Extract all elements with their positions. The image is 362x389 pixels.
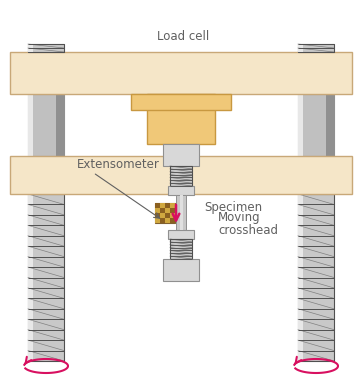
Text: crosshead: crosshead (218, 224, 278, 237)
Bar (165, 217, 170, 223)
Bar (298, 94, 334, 156)
Bar (298, 44, 334, 52)
Bar (176, 195, 186, 230)
Bar (170, 217, 175, 223)
Text: Specimen: Specimen (204, 201, 262, 214)
Bar (170, 212, 175, 217)
Bar (170, 166, 192, 186)
Bar (131, 94, 231, 110)
Bar (180, 195, 183, 230)
Text: Extensometer: Extensometer (77, 158, 160, 170)
Bar (298, 94, 303, 156)
Bar (163, 144, 199, 166)
Bar (28, 94, 33, 156)
Bar (326, 94, 334, 156)
Bar (28, 94, 64, 156)
Bar (160, 217, 165, 223)
Bar (165, 212, 170, 217)
Bar (160, 212, 165, 217)
Bar (298, 194, 334, 361)
Bar (163, 259, 199, 281)
Bar (10, 156, 352, 194)
Bar (160, 203, 165, 207)
Bar (56, 94, 64, 156)
Bar (165, 203, 170, 207)
Bar (168, 186, 194, 195)
Bar (147, 94, 215, 144)
Bar (28, 44, 33, 52)
Bar (170, 203, 175, 207)
Bar (28, 194, 33, 361)
Bar (168, 230, 194, 239)
Bar (155, 207, 160, 212)
Bar (160, 207, 165, 212)
Text: Moving: Moving (218, 210, 261, 224)
Bar (155, 203, 175, 223)
Bar (155, 217, 160, 223)
Bar (170, 239, 192, 259)
Bar (298, 44, 303, 52)
Bar (165, 207, 170, 212)
Bar (28, 194, 64, 361)
Bar (28, 44, 64, 52)
Bar (298, 194, 303, 361)
Bar (155, 212, 160, 217)
Bar (10, 52, 352, 94)
Text: Load cell: Load cell (157, 30, 209, 42)
Bar (170, 207, 175, 212)
Bar (155, 203, 160, 207)
